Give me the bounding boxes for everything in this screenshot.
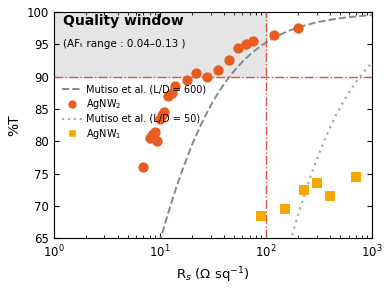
Point — [258, 213, 264, 218]
Point — [184, 78, 190, 82]
Point — [314, 181, 320, 186]
Point — [327, 194, 333, 199]
Point — [159, 113, 165, 118]
Point — [157, 117, 163, 121]
Point — [146, 136, 152, 140]
Point — [152, 129, 158, 134]
Point — [301, 187, 308, 192]
Point — [235, 45, 241, 50]
Point — [226, 58, 232, 63]
Point — [282, 207, 288, 212]
Y-axis label: %T: %T — [7, 114, 21, 136]
Legend: Mutiso et al. (L/D = 600), AgNW$_2$, Mutiso et al. (L/D = 50), AgNW$_1$: Mutiso et al. (L/D = 600), AgNW$_2$, Mut… — [58, 80, 210, 145]
Point — [243, 42, 249, 47]
Text: (AFₜ range : 0.04–0.13 ): (AFₜ range : 0.04–0.13 ) — [63, 39, 186, 49]
Point — [165, 94, 171, 98]
Point — [353, 175, 359, 179]
Point — [250, 39, 256, 44]
Text: Quality window: Quality window — [63, 14, 184, 28]
X-axis label: R$_s$ ($\Omega$ sq$^{-1}$): R$_s$ ($\Omega$ sq$^{-1}$) — [176, 265, 250, 285]
Point — [154, 139, 161, 144]
Point — [140, 165, 147, 170]
Point — [204, 74, 211, 79]
Point — [169, 91, 175, 95]
Point — [215, 68, 221, 72]
Point — [271, 32, 278, 37]
Point — [161, 110, 167, 114]
Point — [149, 133, 156, 137]
Point — [193, 71, 199, 76]
Point — [172, 84, 179, 89]
Point — [295, 26, 301, 30]
